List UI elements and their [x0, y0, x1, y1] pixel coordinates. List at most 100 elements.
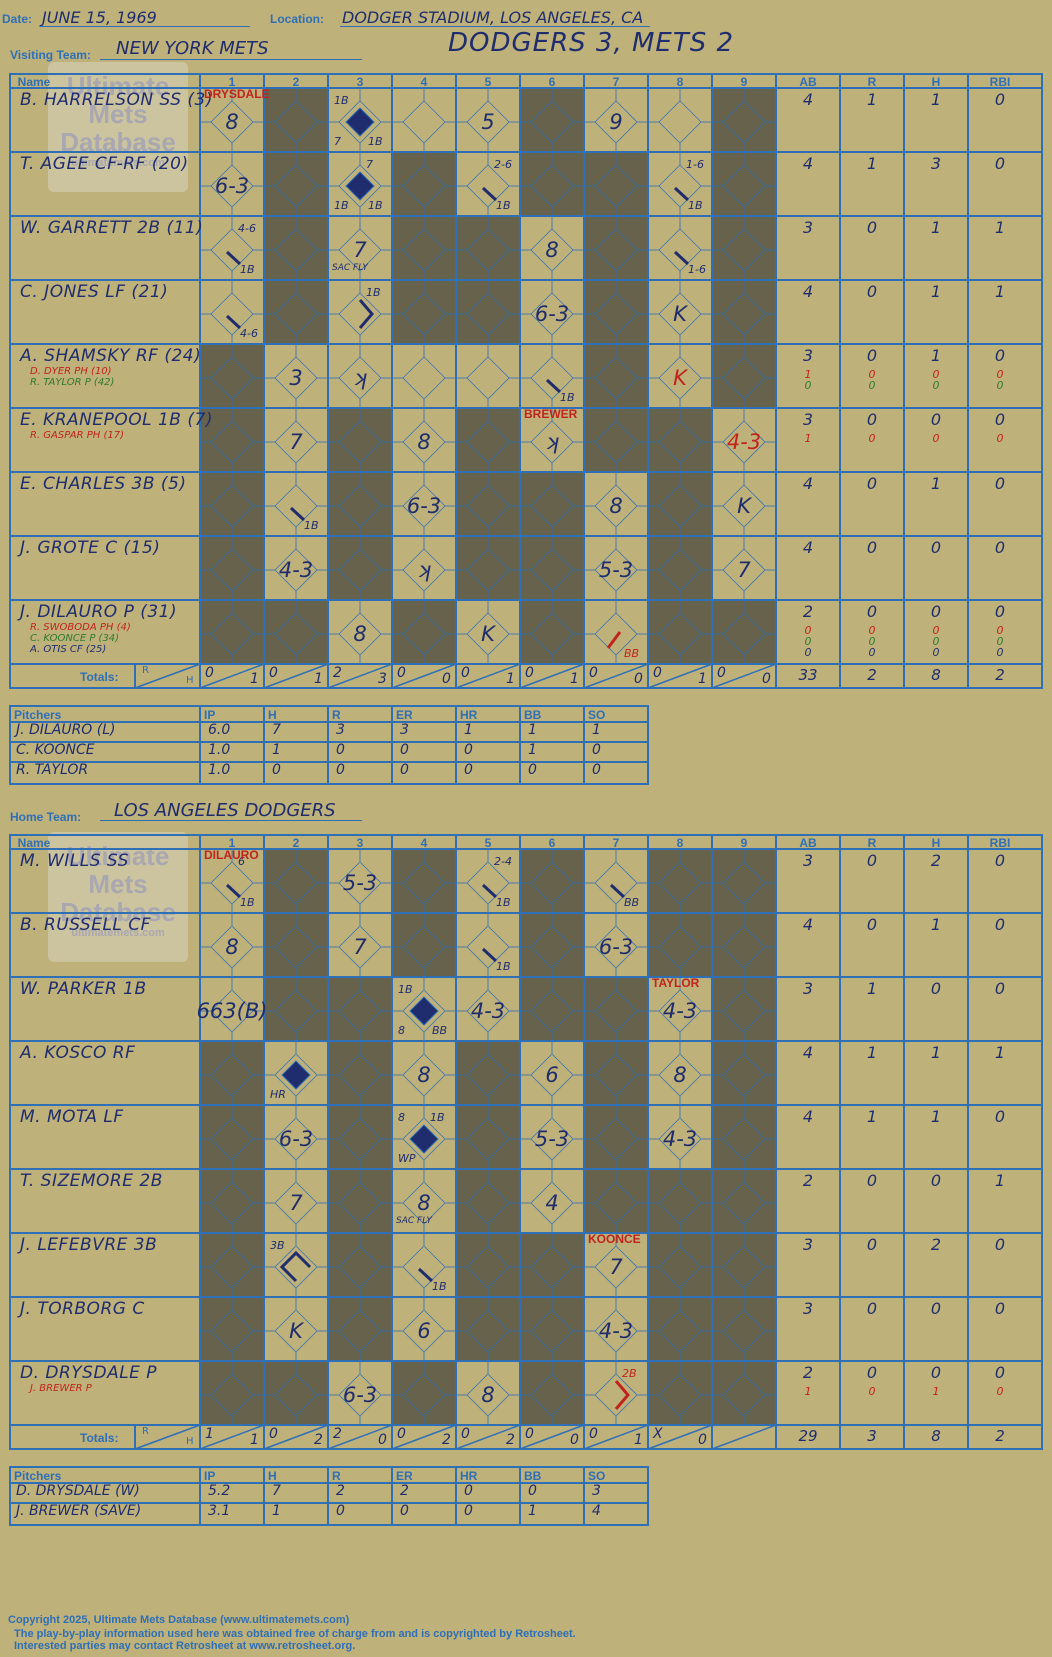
- home-play: [609, 883, 626, 899]
- home-pitching-header: H: [268, 1469, 277, 1483]
- home-player-name: B. RUSSELL CF: [20, 915, 151, 935]
- visitors-inning-runs: 0: [717, 665, 726, 681]
- home-total-r: 3: [867, 1427, 877, 1445]
- visiting-underline: [100, 59, 362, 60]
- visitors-play-result: 8: [353, 622, 367, 646]
- home-stat-rbi: 0: [994, 1363, 1006, 1382]
- visitors-substitute-name: R. TAYLOR P (42): [30, 377, 115, 388]
- home-grid-lines: [9, 834, 1043, 1450]
- visitors-play-result: 7: [289, 430, 303, 454]
- visitors-stat-rbi: 0: [996, 379, 1004, 392]
- visitors-pitching-header: SO: [588, 708, 606, 722]
- home-play-result: 4-3: [598, 1319, 634, 1343]
- home-inning-runs: 0: [525, 1426, 534, 1442]
- visitors-play-note: 1-6: [688, 263, 706, 276]
- visitors-play: [225, 314, 242, 330]
- visitors-stat-ab: 4: [802, 282, 814, 301]
- visitors-inning-runs: 0: [653, 665, 662, 681]
- home-pitching-header: Pitchers: [14, 1469, 62, 1483]
- home-stat-r: 0: [868, 1385, 876, 1398]
- home-pitching-stat: 5.2: [208, 1483, 231, 1499]
- home-stat-h: 2: [930, 851, 942, 870]
- visitors-pitching-stat: 1: [528, 722, 537, 738]
- final-score: DODGERS 3, METS 2: [448, 28, 735, 58]
- home-stat-r: 0: [866, 1171, 878, 1190]
- visitors-advance-line: [358, 299, 374, 329]
- visitors-play: [545, 378, 562, 394]
- visitors-play-result: 9: [609, 110, 623, 134]
- visitors-stat-rbi: 1: [994, 282, 1006, 301]
- visitors-stat-ab: 0: [804, 624, 812, 637]
- visitors-play-note: 1B: [688, 199, 703, 212]
- visitors-stat-rbi: 0: [994, 538, 1006, 557]
- home-totals-diagonal: [199, 1424, 265, 1450]
- home-totals-diagonal: [134, 1424, 201, 1450]
- visitors-play-result: 8: [545, 238, 559, 262]
- visitors-play-result: K: [673, 366, 687, 390]
- home-stat-ab: 4: [802, 1107, 814, 1126]
- home-play-result: 8: [417, 1191, 431, 1215]
- visitors-substitute-name: R. SWOBODA PH (4): [30, 622, 131, 633]
- visitors-play-note: 1B: [304, 519, 319, 532]
- home-player-name: M. MOTA LF: [20, 1107, 124, 1127]
- home-inning-runs: 1: [205, 1426, 214, 1442]
- visitors-stat-r: 0: [866, 538, 878, 557]
- visitors-stat-header: RBI: [989, 75, 1011, 89]
- home-play-note: 8: [398, 1111, 405, 1124]
- home-inning-hits: 0: [698, 1432, 707, 1448]
- home-pitching-header: ER: [396, 1469, 413, 1483]
- visitors-pitching-stat: 0: [400, 742, 409, 758]
- visitors-play-note: 4-6: [238, 222, 256, 235]
- visitors-pitcher-name: J. DILAURO (L): [16, 722, 116, 738]
- home-total-h: 8: [931, 1427, 941, 1445]
- visitors-inning-header: 2: [292, 75, 300, 89]
- home-total-ab: 29: [798, 1427, 818, 1445]
- visitors-totals-diagonal: [263, 663, 329, 689]
- visitors-pitching-stat: 0: [528, 762, 537, 778]
- home-inning-header: 3: [356, 836, 364, 850]
- home-substitute-name: J. BREWER P: [30, 1383, 92, 1394]
- visitors-play-result: 3: [289, 366, 303, 390]
- visitors-player-name: A. SHAMSKY RF (24): [20, 346, 202, 366]
- home-inning-hits: 0: [378, 1432, 387, 1448]
- home-play-result: 4-3: [662, 999, 698, 1023]
- home-stat-rbi: 0: [994, 979, 1006, 998]
- visitors-play: [358, 299, 374, 329]
- visitors-stat-rbi: 0: [996, 635, 1004, 648]
- home-inning-hits: 2: [506, 1432, 515, 1448]
- visitors-inning-hits: 3: [378, 671, 387, 687]
- home-totals-label: Totals:: [80, 1431, 119, 1445]
- home-inning-header: 6: [548, 836, 556, 850]
- visitors-substitute-name: A. OTIS CF (25): [30, 644, 107, 655]
- home-totals-diagonal: [391, 1424, 457, 1450]
- home-play-result: K: [289, 1319, 303, 1343]
- home-play-note: 8: [398, 1024, 405, 1037]
- visitors-stat-r: 1: [866, 154, 878, 173]
- home-stat-header: AB: [799, 836, 817, 850]
- home-play-result: 6-3: [342, 1383, 378, 1407]
- visitors-play: [289, 506, 306, 522]
- visitors-stat-ab: 4: [802, 154, 814, 173]
- home-play-result: 4-3: [662, 1127, 698, 1151]
- home-run-scored-diamond: [281, 1060, 311, 1090]
- home-play-note: WP: [398, 1152, 416, 1165]
- visitors-play-note: 1B: [368, 199, 383, 212]
- visitors-stat-rbi: 0: [996, 432, 1004, 445]
- home-advance-line: [279, 1250, 312, 1283]
- home-stat-h: 1: [930, 1043, 942, 1062]
- visitors-pitching-stat: 3: [336, 722, 345, 738]
- location-underline: [340, 26, 650, 27]
- visitors-run-scored-diamond: [345, 171, 375, 201]
- home-play-result: 6-3: [598, 935, 634, 959]
- home-stat-rbi: 0: [994, 1107, 1006, 1126]
- visitors-play: [225, 250, 242, 266]
- home-hit-line: [481, 883, 498, 899]
- visitors-play-result: 8: [417, 430, 431, 454]
- visitors-pitching-stat: 0: [336, 762, 345, 778]
- home-stat-rbi: 1: [994, 1171, 1006, 1190]
- visitors-inning-runs: 0: [461, 665, 470, 681]
- home-play-note: 2-4: [494, 855, 512, 868]
- visitors-stat-header: R: [867, 75, 877, 89]
- home-play-note: 1B: [432, 1280, 447, 1293]
- home-inning-hits: 0: [570, 1432, 579, 1448]
